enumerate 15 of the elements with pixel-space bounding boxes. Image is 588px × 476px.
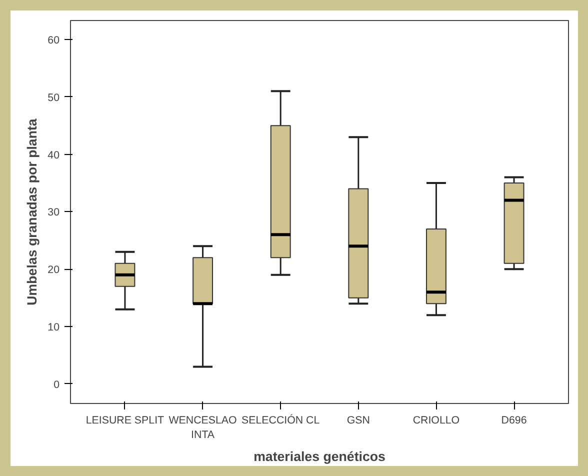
y-axis-title: Umbelas granadas por planta [24,118,40,306]
x-tick-label: WENCESLAO INTA [168,414,237,441]
y-tick-label: 20 [48,264,60,276]
y-tick-label: 10 [48,322,60,334]
x-tick-label: SELECCIÓN CL [242,414,320,426]
y-tick-label: 0 [54,378,60,391]
y-tick-label: 40 [48,149,60,162]
x-tick-label: LEISURE SPLIT [86,414,165,426]
x-tick-label: GSN [346,414,370,426]
y-tick-label: 30 [48,206,60,219]
x-tick-label: CRIOLLO [412,414,460,426]
y-tick-label: 60 [48,34,60,46]
x-tick-label: D696 [501,414,527,426]
y-tick-label: 50 [48,92,60,104]
x-axis-title: materiales genéticos [254,448,386,464]
